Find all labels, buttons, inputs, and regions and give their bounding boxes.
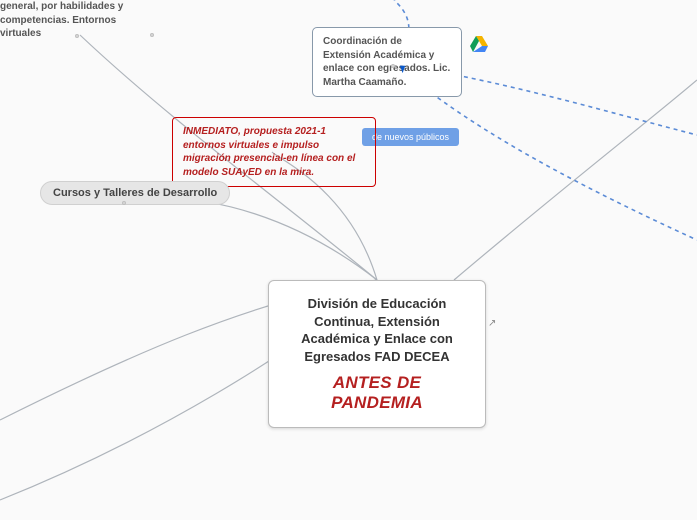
handle-dot[interactable] — [75, 34, 79, 38]
mindmap-canvas[interactable]: general, por habilidades y competencias.… — [0, 0, 697, 520]
central-title: División de Educación Continua, Extensió… — [289, 295, 465, 365]
handle-dot[interactable] — [150, 33, 154, 37]
google-drive-icon — [470, 36, 488, 57]
node-cursos-talleres[interactable]: Cursos y Talleres de Desarrollo — [40, 181, 230, 205]
handle-dot[interactable] — [122, 201, 126, 205]
node-coordinacion[interactable]: Coordinación de Extensión Académica y en… — [312, 27, 462, 97]
node-topleft-fragment[interactable]: general, por habilidades y competencias.… — [0, 0, 135, 41]
handle-dot[interactable] — [391, 64, 395, 68]
central-subtitle: ANTES DE PANDEMIA — [289, 373, 465, 413]
node-nuevos-publicos[interactable]: de nuevos públicos — [362, 128, 459, 146]
expand-icon[interactable]: ↗ — [488, 318, 496, 329]
central-node[interactable]: División de Educación Continua, Extensió… — [268, 280, 486, 428]
node-inmediato-note[interactable]: INMEDIATO, propuesta 2021-1 entornos vir… — [172, 117, 376, 187]
